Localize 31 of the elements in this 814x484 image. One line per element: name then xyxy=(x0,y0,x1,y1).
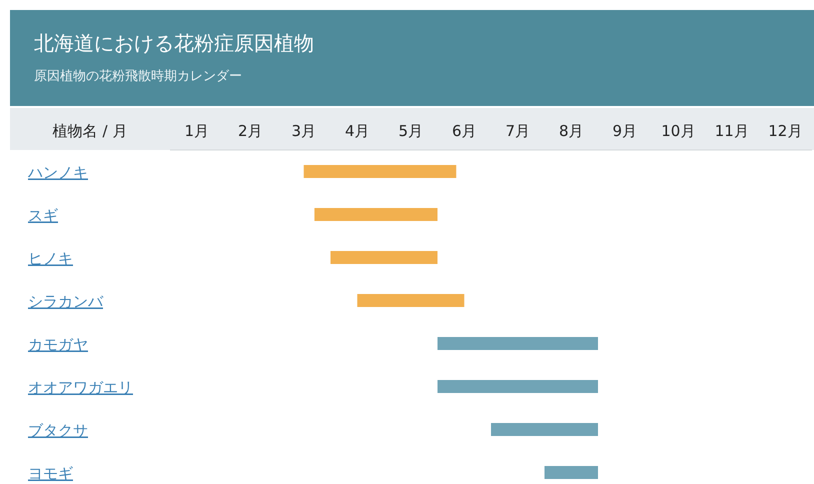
y-tick-label: カモガヤ xyxy=(28,336,88,354)
y-tick-label: シラカンバ xyxy=(28,292,104,310)
x-tick-label: 5月 xyxy=(398,122,424,140)
bar xyxy=(330,251,438,264)
x-tick-label: 8月 xyxy=(558,122,584,140)
chart-title: 北海道における花粉症原因植物 xyxy=(34,31,314,55)
y-tick-label: ヨモギ xyxy=(28,464,73,482)
y-tick-label: スギ xyxy=(28,206,58,224)
x-tick-label: 1月 xyxy=(184,122,210,140)
bar xyxy=(491,423,598,436)
bar xyxy=(304,165,456,178)
x-tick-label: 12月 xyxy=(768,122,802,140)
bar xyxy=(544,466,598,479)
x-tick-label: 6月 xyxy=(452,122,477,140)
y-tick-label: ブタクサ xyxy=(28,422,88,440)
y-tick-label: ハンノキ xyxy=(27,164,88,182)
x-tick-label: 3月 xyxy=(291,122,316,140)
x-tick-label: 9月 xyxy=(612,122,638,140)
bar xyxy=(438,380,598,393)
chart-subtitle: 原因植物の花粉飛散時期カレンダー xyxy=(34,69,242,84)
y-tick-label: ヒノキ xyxy=(28,250,73,268)
bar xyxy=(314,208,438,221)
bar xyxy=(438,337,598,350)
x-tick-label: 4月 xyxy=(344,122,370,140)
y-axis-title: 植物名 / 月 xyxy=(52,122,128,140)
x-tick-label: 7月 xyxy=(505,122,530,140)
x-tick-label: 11月 xyxy=(714,122,749,140)
x-tick-label: 2月 xyxy=(238,122,263,140)
x-tick-label: 10月 xyxy=(661,122,696,140)
y-tick-label: オオアワガエリ xyxy=(28,378,133,396)
bar xyxy=(357,294,464,307)
